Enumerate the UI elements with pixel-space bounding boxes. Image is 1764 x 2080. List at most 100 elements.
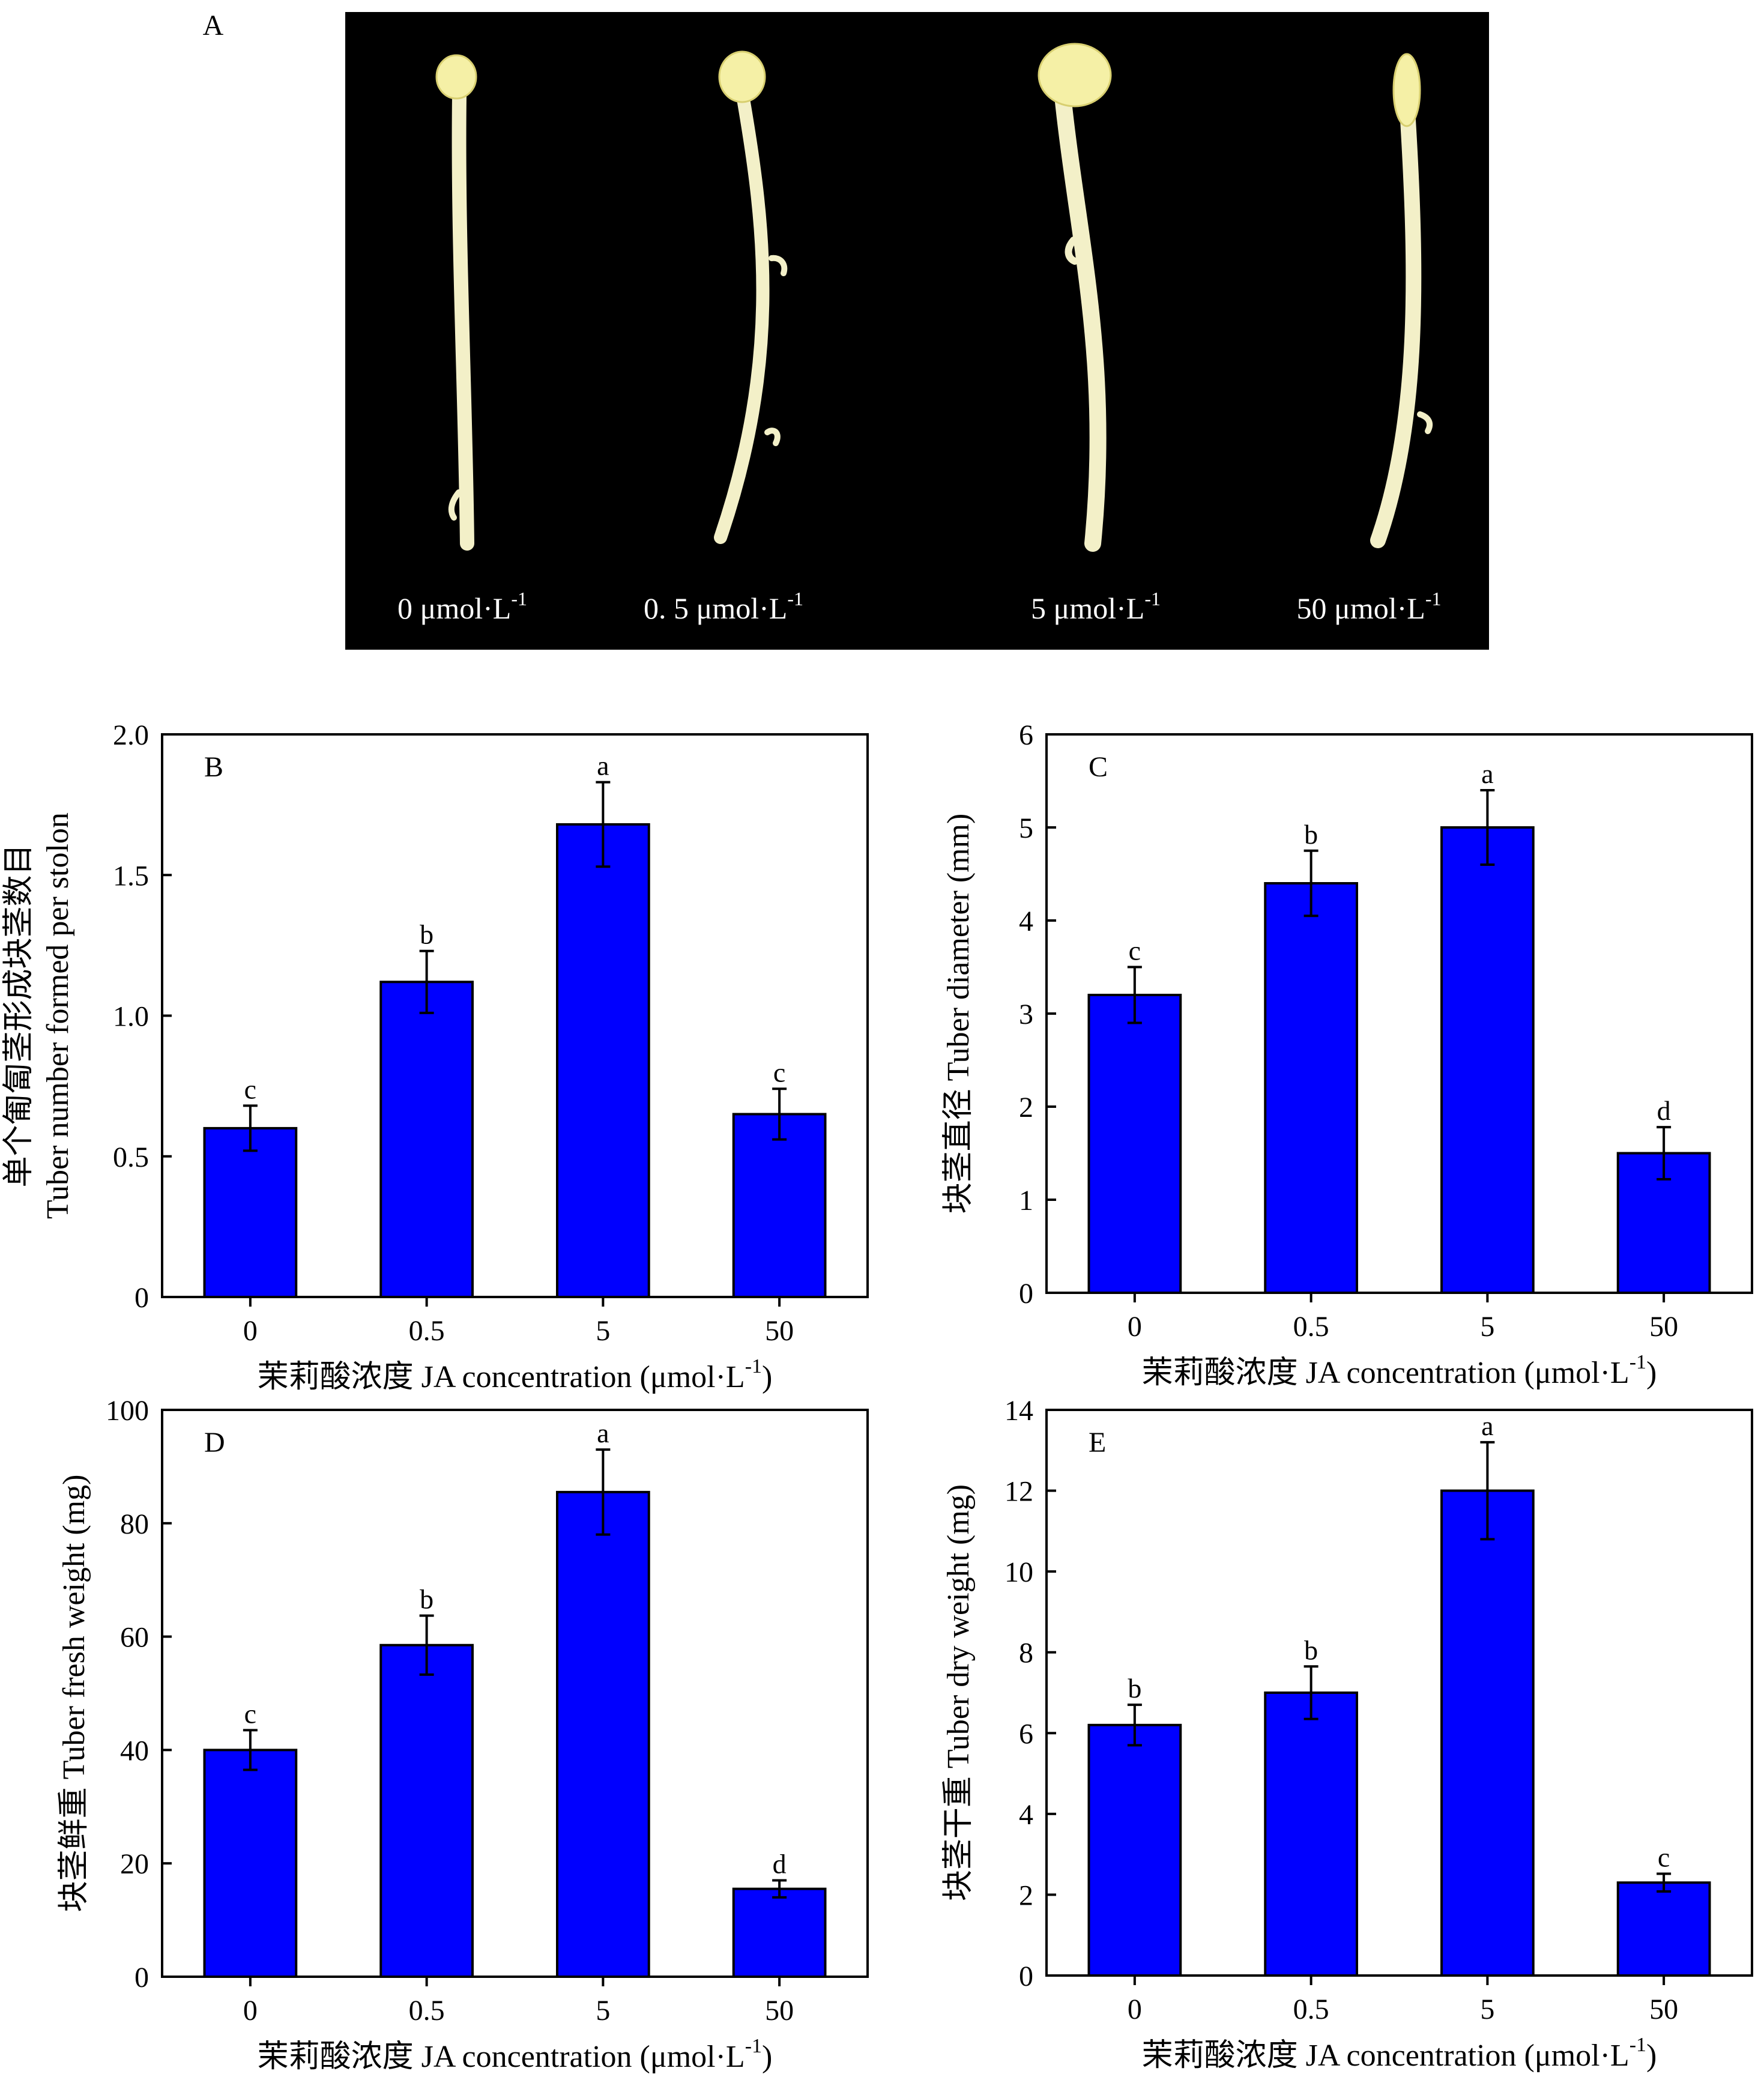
- significance-letter: b: [1128, 1673, 1141, 1704]
- photo-panel-label: A: [203, 10, 224, 41]
- y-tick-label: 80: [120, 1508, 149, 1540]
- photo-sample-label-2: 5 μmol·L-1: [1031, 588, 1161, 625]
- y-tick-label: 2.0: [113, 719, 149, 751]
- x-axis-label: 茉莉酸浓度 JA concentration (μmol·L-1): [258, 1355, 773, 1394]
- bar: [203, 1749, 298, 1978]
- significance-letter: c: [244, 1698, 256, 1729]
- bar: [732, 1113, 827, 1298]
- y-tick-label: 14: [1004, 1395, 1033, 1427]
- y-tick-label: 20: [120, 1848, 149, 1880]
- y-tick-label: 40: [120, 1735, 149, 1767]
- y-axis-label: 单个匍匐茎形成块茎数目: [2, 844, 36, 1187]
- x-tick-label: 0: [1128, 1994, 1142, 2025]
- x-tick-label: 5: [596, 1315, 610, 1347]
- x-tick-label: 50: [1649, 1311, 1678, 1343]
- y-tick-label: 0: [134, 1962, 149, 1994]
- significance-letter: b: [420, 1584, 433, 1615]
- photo-sample-label-0: 0 μmol·L-1: [397, 588, 527, 625]
- y-tick-label: 10: [1004, 1556, 1033, 1588]
- photo-background: [345, 12, 1489, 650]
- x-tick-label: 0: [243, 1995, 258, 2027]
- bar: [556, 823, 650, 1299]
- plot-frame: [161, 1409, 869, 1978]
- stolon-sample-0: [435, 54, 477, 551]
- significance-letter: c: [1129, 936, 1141, 966]
- y-tick-label: 2: [1019, 1879, 1033, 1911]
- bar: [1440, 1489, 1535, 1977]
- y-tick-label: 3: [1019, 999, 1033, 1030]
- x-tick-label: 0.5: [1293, 1311, 1329, 1343]
- y-tick-label: 1.0: [113, 1001, 149, 1033]
- panel-label: D: [204, 1427, 225, 1459]
- photo-sample-label-1: 0. 5 μmol·L-1: [644, 588, 803, 625]
- y-axis-label: 块茎干重 Tuber dry weight (mg): [941, 1484, 976, 1901]
- significance-letter: a: [597, 751, 609, 781]
- panel-label: E: [1089, 1427, 1106, 1459]
- panel-label: C: [1089, 751, 1108, 783]
- bar-chart-C: 0 1 2 3 4 5 6 c 0 b 0.5 a 5 d 50 C 茉莉酸浓度 JA concentratio…: [941, 719, 1753, 1390]
- stolon-sample-1: [714, 50, 788, 544]
- x-tick-label: 0.5: [1293, 1994, 1329, 2025]
- bar: [1440, 826, 1535, 1294]
- significance-letter: a: [1481, 1410, 1493, 1441]
- significance-letter: c: [1658, 1842, 1670, 1872]
- panel-label: B: [204, 751, 223, 783]
- y-tick-label: 60: [120, 1622, 149, 1654]
- bar-chart-E: 0 2 4 6 8 10 12 14 b 0 b 0.5 a 5 c 50 E 茉莉酸浓度 JA concentr…: [941, 1395, 1753, 2073]
- significance-letter: c: [244, 1074, 256, 1104]
- x-tick-label: 5: [1480, 1311, 1494, 1343]
- significance-letter: d: [1657, 1095, 1671, 1126]
- y-tick-label: 4: [1019, 905, 1033, 937]
- x-axis-label: 茉莉酸浓度 JA concentration (μmol·L-1): [1142, 2034, 1657, 2073]
- y-tick-label: 12: [1004, 1476, 1033, 1508]
- x-tick-label: 50: [765, 1995, 794, 2027]
- bar: [203, 1126, 298, 1299]
- y-tick-label: 4: [1019, 1799, 1033, 1831]
- significance-letter: a: [1481, 758, 1493, 789]
- y-tick-label: 1.5: [113, 860, 149, 892]
- y-tick-label: 2: [1019, 1092, 1033, 1123]
- x-tick-label: 0: [243, 1315, 258, 1347]
- bar: [379, 981, 474, 1298]
- photo-sample-label-3: 50 μmol·L-1: [1297, 588, 1442, 625]
- y-tick-label: 5: [1019, 812, 1033, 844]
- y-axis-label: 块茎鲜重 Tuber fresh weight (mg): [57, 1475, 91, 1912]
- y-tick-label: 8: [1019, 1637, 1033, 1669]
- y-tick-label: 6: [1019, 719, 1033, 751]
- significance-letter: b: [420, 919, 433, 950]
- y-axis-label: 块茎直径 Tuber diameter (mm): [941, 814, 976, 1214]
- x-tick-label: 50: [765, 1315, 794, 1347]
- y-tick-label: 100: [106, 1395, 149, 1427]
- x-tick-label: 0.5: [409, 1995, 445, 2027]
- y-tick-label: 0: [134, 1282, 149, 1314]
- x-axis-label: 茉莉酸浓度 JA concentration (μmol·L-1): [258, 2035, 773, 2074]
- y-tick-label: 6: [1019, 1718, 1033, 1750]
- significance-letter: a: [597, 1418, 609, 1448]
- significance-letter: d: [773, 1849, 787, 1879]
- bar: [379, 1643, 474, 1978]
- y-axis-label: Tuber number formed per stolon: [41, 812, 75, 1219]
- bar-chart-B: 0 0.5 1.0 1.5 2.0 c 0 b 0.5 a 5 c 50 B 茉莉酸浓度 JA concen…: [2, 719, 869, 1394]
- plot-frame: [1045, 1409, 1753, 1977]
- bar-chart-D: 0 20 40 60 80 100 c 0 b 0.5 a 5 d 50 D 茉莉酸浓度 JA concent…: [57, 1395, 869, 2074]
- stolon-sample-3: [1370, 53, 1433, 548]
- significance-letter: c: [773, 1057, 785, 1087]
- significance-letter: b: [1304, 819, 1318, 850]
- bar: [1264, 882, 1358, 1294]
- y-tick-label: 1: [1019, 1185, 1033, 1217]
- stolon-sample-2: [1038, 43, 1112, 552]
- bar: [1264, 1692, 1358, 1977]
- y-tick-label: 0: [1019, 1278, 1033, 1310]
- x-tick-label: 0.5: [409, 1315, 445, 1347]
- bar: [1087, 994, 1182, 1294]
- photo-panel: A: [203, 10, 1489, 650]
- x-tick-label: 5: [1480, 1994, 1494, 2025]
- bar: [732, 1887, 827, 1978]
- significance-letter: b: [1304, 1634, 1318, 1665]
- y-tick-label: 0.5: [113, 1141, 149, 1173]
- x-axis-label: 茉莉酸浓度 JA concentration (μmol·L-1): [1142, 1351, 1657, 1390]
- x-tick-label: 0: [1128, 1311, 1142, 1343]
